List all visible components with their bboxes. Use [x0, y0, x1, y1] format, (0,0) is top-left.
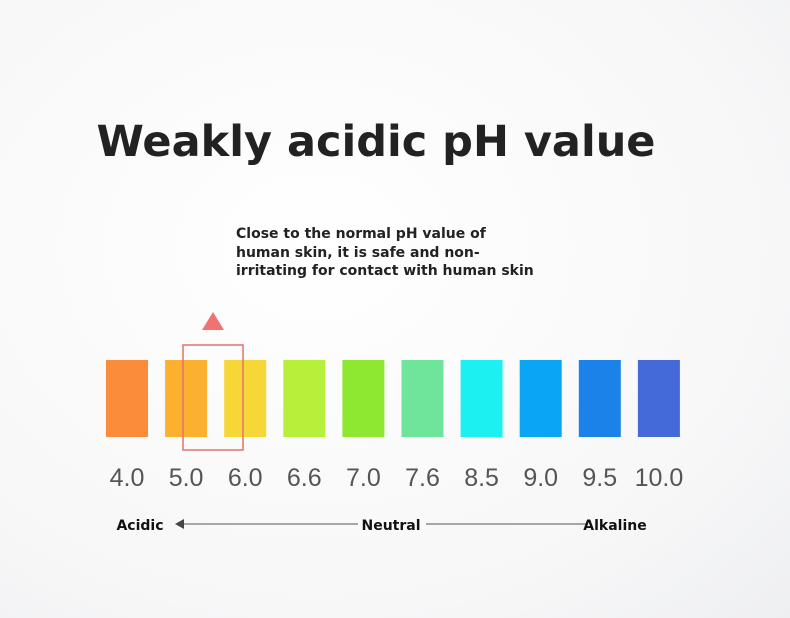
note-line: human skin, it is safe and non- [236, 245, 480, 261]
swatch [165, 360, 208, 437]
swatch [401, 360, 444, 437]
ph-label: 6.0 [228, 464, 263, 492]
ph-label: 4.0 [110, 464, 145, 492]
swatch [106, 360, 148, 437]
title: Weakly acidic pH value [97, 117, 656, 167]
scale: 4.0 5.0 6.0 6.6 7.0 7.6 8.5 9.0 9.5 10.0 [106, 360, 683, 492]
ph-label: 10.0 [635, 464, 684, 492]
swatch [224, 360, 267, 437]
pointer [202, 312, 224, 330]
ph-label: 9.5 [582, 464, 617, 492]
axis-right: Alkaline [583, 518, 646, 534]
ph-label: 6.6 [287, 464, 322, 492]
swatch [283, 360, 326, 437]
note-line: Close to the normal pH value of [236, 226, 487, 242]
ph-label: 8.5 [464, 464, 499, 492]
swatch [460, 360, 503, 437]
axis-middle: Neutral [361, 518, 420, 534]
swatch [342, 360, 385, 437]
ph-label: 7.6 [405, 464, 440, 492]
axis-left: Acidic [116, 518, 163, 534]
swatch [519, 360, 562, 437]
ph-label: 5.0 [169, 464, 204, 492]
note-line: irritating for contact with human skin [236, 263, 534, 279]
ph-label: 9.0 [523, 464, 558, 492]
swatch [637, 360, 680, 437]
swatch [578, 360, 621, 437]
ph-label: 7.0 [346, 464, 381, 492]
highlight [182, 344, 244, 451]
arrow-head [175, 519, 184, 529]
